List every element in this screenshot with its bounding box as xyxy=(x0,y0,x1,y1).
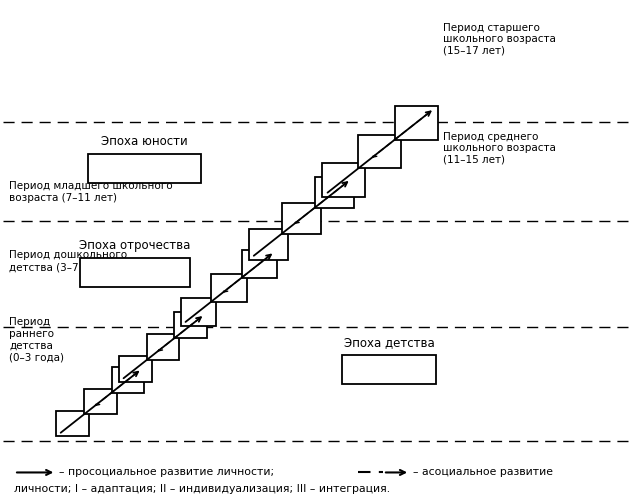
Bar xyxy=(181,298,216,326)
Text: II>I: II>I xyxy=(122,266,148,280)
Text: – просоциальное развитие личности;: – просоциальное развитие личности; xyxy=(60,467,275,477)
Text: Период младшего школьного
возраста (7–11 лет): Период младшего школьного возраста (7–11… xyxy=(9,181,172,203)
Text: личности; I – адаптация; II – индивидуализация; III – интеграция.: личности; I – адаптация; II – индивидуал… xyxy=(14,484,390,494)
Bar xyxy=(112,367,145,393)
Bar xyxy=(174,312,207,338)
Bar xyxy=(249,229,288,260)
Bar xyxy=(281,203,321,233)
Bar xyxy=(358,135,401,168)
Bar xyxy=(80,259,190,287)
Text: Эпоха детства: Эпоха детства xyxy=(344,336,435,349)
Text: I>II: I>II xyxy=(376,362,403,377)
Bar xyxy=(315,177,354,207)
Bar xyxy=(322,163,365,197)
Text: Эпоха отрочества: Эпоха отрочества xyxy=(79,239,190,253)
Text: Период
раннего
детства
(0–3 года): Период раннего детства (0–3 года) xyxy=(9,318,64,362)
Text: – асоциальное развитие: – асоциальное развитие xyxy=(413,467,553,477)
Bar xyxy=(56,411,89,436)
Bar xyxy=(87,154,201,183)
Bar xyxy=(342,355,436,384)
Text: Эпоха юности: Эпоха юности xyxy=(101,135,188,148)
Bar xyxy=(119,356,152,382)
Bar xyxy=(242,249,278,278)
Bar xyxy=(146,334,179,360)
Text: Период среднего
школьного возраста
(11–15 лет): Период среднего школьного возраста (11–1… xyxy=(443,132,555,165)
Bar xyxy=(395,106,437,140)
Bar xyxy=(211,274,247,302)
Text: Период дошкольного
детства (3–7 лет): Период дошкольного детства (3–7 лет) xyxy=(9,250,127,272)
Bar xyxy=(84,389,117,414)
Text: III>II: III>II xyxy=(127,161,162,176)
Text: Период старшего
школьного возраста
(15–17 лет): Период старшего школьного возраста (15–1… xyxy=(443,23,555,56)
